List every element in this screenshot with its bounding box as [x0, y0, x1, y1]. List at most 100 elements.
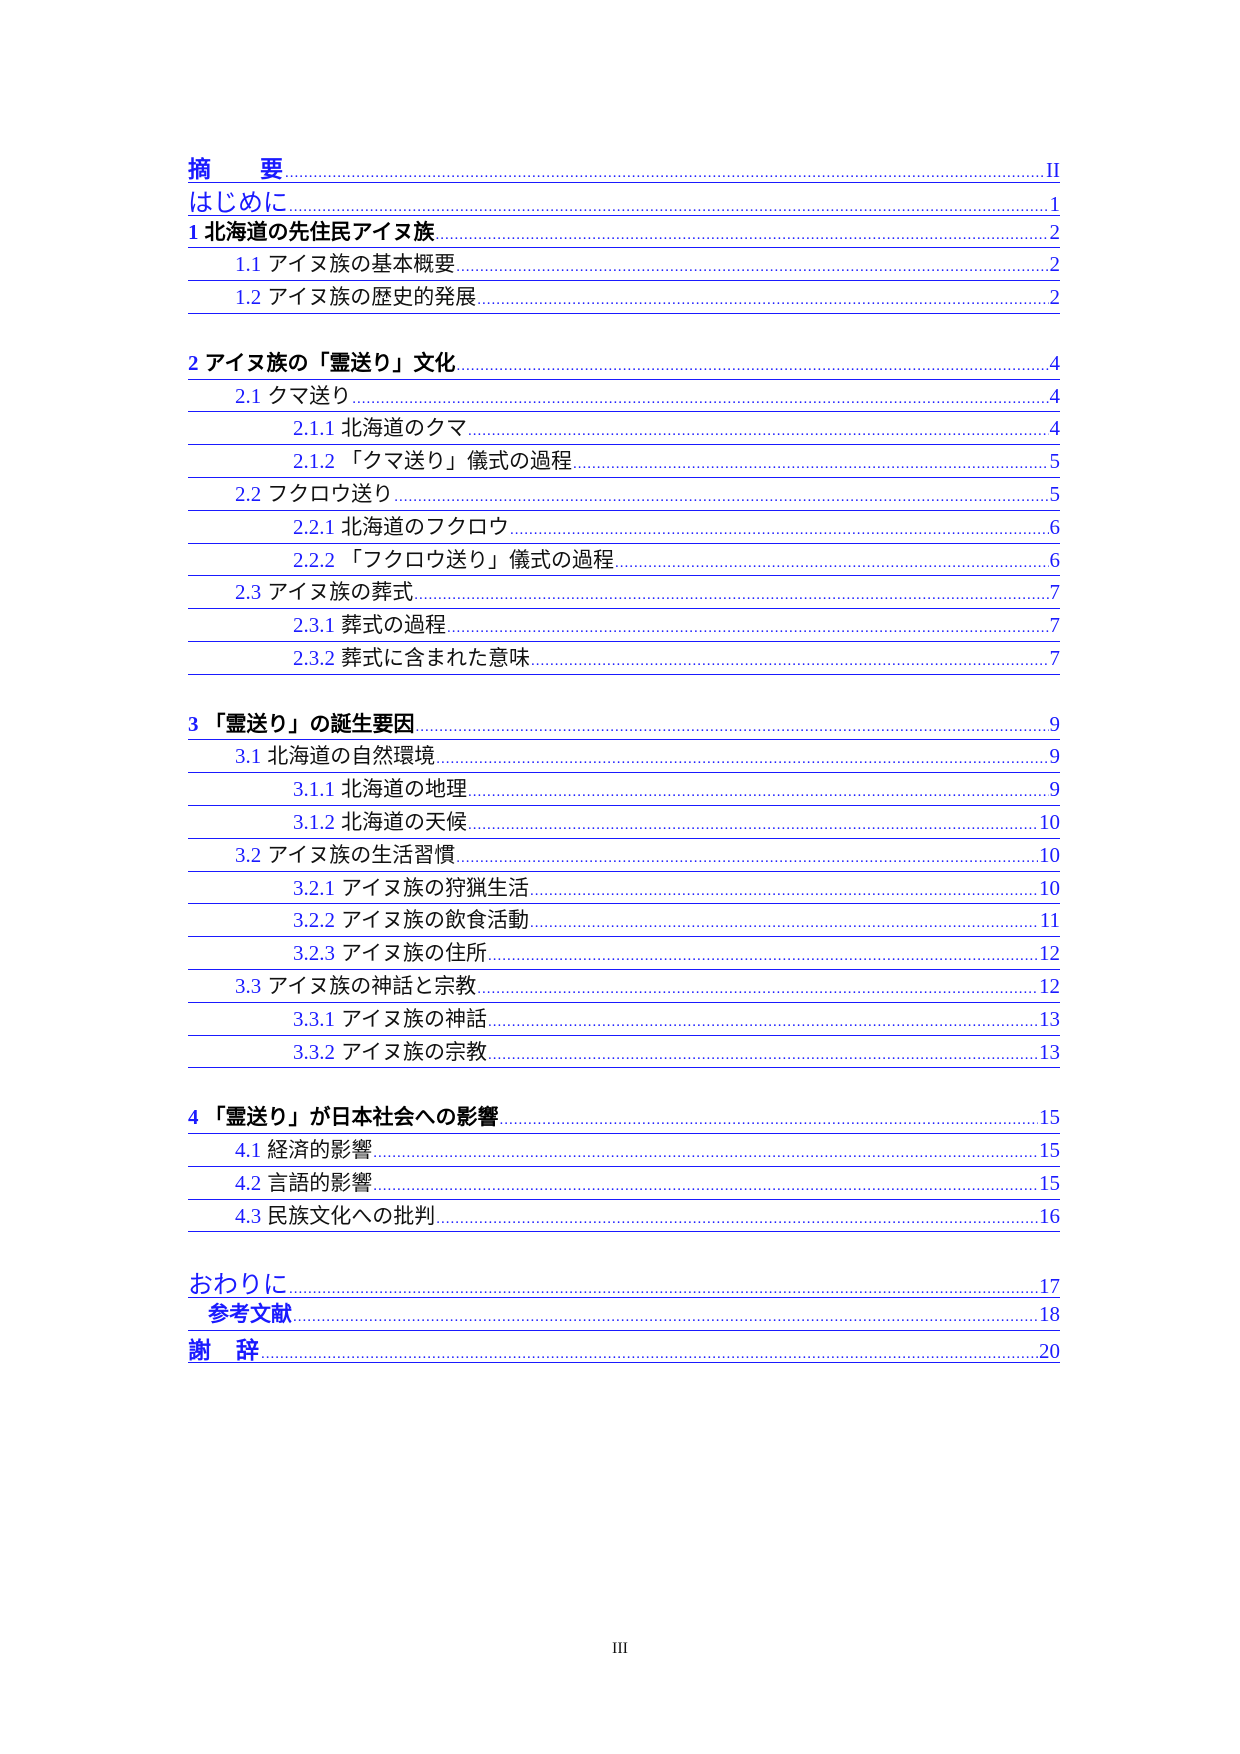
toc-entry-number: 3.3.1	[293, 1006, 335, 1031]
toc-entry-number: 3.1.1	[293, 777, 335, 802]
toc-entry[interactable]: 謝 辞 20	[188, 1331, 1060, 1364]
toc-entry-page: 10	[1039, 842, 1060, 867]
dot-leader	[510, 522, 1049, 539]
dot-leader	[456, 259, 1048, 276]
toc-entry[interactable]: はじめに 1	[188, 183, 1060, 217]
toc-entry-page: 9	[1049, 744, 1061, 769]
dot-leader	[456, 358, 1048, 375]
dot-leader	[373, 1178, 1038, 1195]
toc-entry-number: 3.2.3	[293, 941, 335, 966]
toc-entry-title: アイヌ族の神話と宗教	[267, 973, 477, 998]
toc-entry-number: 2.2	[235, 481, 262, 506]
dot-leader	[468, 784, 1049, 801]
dot-leader	[456, 850, 1038, 867]
toc-entry-page: 18	[1039, 1301, 1060, 1326]
toc-entry-number: 3	[188, 711, 199, 736]
toc-entry-title: 摘 要	[188, 157, 284, 183]
toc-entry-title: 葬式の過程	[341, 613, 446, 638]
dot-leader	[289, 199, 1048, 216]
toc-entry-number: 2.1.1	[293, 416, 335, 441]
dot-leader	[573, 456, 1049, 473]
toc-entry[interactable]: 参考文献 18	[188, 1298, 1060, 1331]
dot-leader	[416, 719, 1049, 736]
toc-entry-number: 1	[188, 219, 199, 244]
toc-entry-page: 20	[1039, 1338, 1060, 1363]
toc-entry-page: 13	[1039, 1039, 1060, 1064]
toc-entry-page: 10	[1039, 809, 1060, 834]
toc-entry-title: 言語的影響	[267, 1170, 373, 1195]
toc-entry-title: アイヌ族の狩猟生活	[341, 875, 529, 900]
toc-entry[interactable]: おわりに 17	[188, 1265, 1060, 1299]
toc-entry[interactable]: 4「霊送り」が日本社会への影響 15	[188, 1101, 1060, 1134]
toc-entry-number: 2.1.2	[293, 449, 335, 474]
dot-leader	[615, 555, 1049, 572]
toc-entry-page: 6	[1049, 514, 1061, 539]
toc-entry-title: 北海道のフクロウ	[341, 514, 509, 539]
toc-entry[interactable]: 摘 要 II	[188, 150, 1060, 183]
dot-leader	[293, 1309, 1038, 1326]
toc-entry-page: 7	[1049, 613, 1061, 638]
toc-entry-title: アイヌ族の住所	[341, 941, 487, 966]
toc-entry-number: 2.3	[235, 580, 262, 605]
toc-entry[interactable]: 2.2.2「フクロウ送り」儀式の過程 6	[188, 544, 1060, 577]
toc-entry-page: 11	[1039, 908, 1060, 933]
dot-leader	[488, 1014, 1038, 1031]
toc-entry-number: 4	[188, 1105, 199, 1130]
toc-entry-title: 北海道の地理	[341, 777, 467, 802]
toc-entry-number: 3.2.2	[293, 908, 335, 933]
dot-leader	[500, 1112, 1039, 1129]
dot-leader	[468, 817, 1038, 834]
toc-entry-title: 「霊送り」の誕生要因	[204, 711, 415, 736]
toc-entry-title: アイヌ族の生活習慣	[267, 842, 456, 867]
toc-entry-number: 3.1	[235, 744, 262, 769]
toc-entry-page: 7	[1049, 580, 1061, 605]
toc-entry-page: 12	[1039, 941, 1060, 966]
toc-entry-page: 17	[1039, 1274, 1060, 1299]
toc-entry-number: 3.1.2	[293, 809, 335, 834]
toc-entry-page: 2	[1049, 219, 1061, 244]
toc-entry-title: アイヌ族の宗教	[341, 1039, 487, 1064]
toc-entry-title: 葬式に含まれた意味	[341, 645, 530, 670]
toc-entry-page: 12	[1039, 973, 1060, 998]
dot-leader	[530, 915, 1039, 932]
toc-entry-title: 謝 辞	[188, 1337, 260, 1364]
toc-entry-number: 3.2	[235, 842, 262, 867]
toc-entry-number: 2	[188, 350, 199, 375]
toc-entry-title: フクロウ送り	[267, 481, 394, 506]
toc-entry-number: 2.1	[235, 383, 262, 408]
toc-entry-number: 1.2	[235, 285, 262, 310]
dot-leader	[436, 751, 1048, 768]
toc-entry-page: 15	[1039, 1170, 1060, 1195]
toc-entry-title: アイヌ族の飲食活動	[341, 908, 529, 933]
dot-leader	[352, 391, 1048, 408]
dot-leader	[488, 1047, 1038, 1064]
toc-entry[interactable]: 2.1.2「クマ送り」儀式の過程 5	[188, 445, 1060, 478]
dot-leader	[468, 423, 1049, 440]
toc-entry-page: 7	[1049, 645, 1061, 670]
toc-entry[interactable]: 3「霊送り」の誕生要因 9	[188, 708, 1060, 741]
